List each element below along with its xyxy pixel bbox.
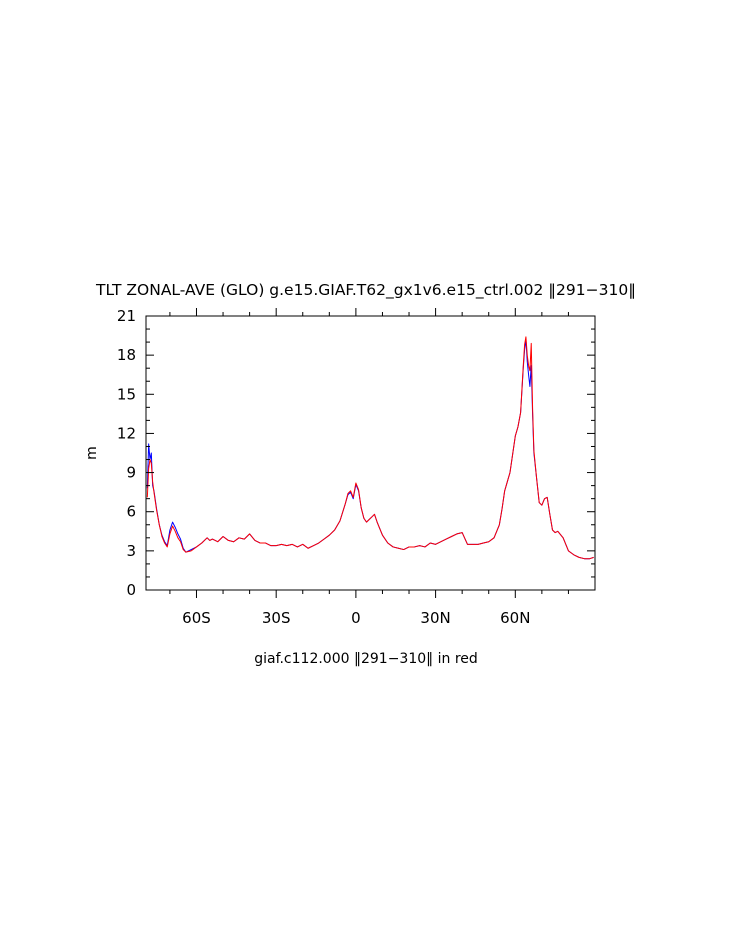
y-tick-label: 9: [126, 464, 136, 482]
y-tick-label: 0: [126, 581, 136, 599]
x-tick-label: 0: [351, 609, 361, 627]
y-tick-label: 3: [126, 542, 136, 560]
x-tick-label: 60S: [182, 609, 211, 627]
series-layer: [146, 336, 594, 560]
chart-title: TLT ZONAL-AVE (GLO) g.e15.GIAF.T62_gx1v6…: [95, 281, 636, 300]
series-line-2: [146, 336, 594, 560]
x-tick-label: 30S: [262, 609, 291, 627]
y-tick-label: 6: [126, 503, 136, 521]
y-tick-label: 21: [117, 307, 136, 325]
y-axis-label: m: [84, 446, 100, 460]
x-tick-label: 30N: [420, 609, 450, 627]
plot-frame: [145, 315, 596, 591]
tick-layer: 0 3 6 9 12 15 18 21 60S 30S 0 30N 60N: [117, 307, 595, 627]
y-tick-label: 18: [117, 346, 136, 364]
y-tick-label: 15: [117, 385, 136, 403]
series-line-1: [146, 338, 594, 560]
x-axis-label: giaf.c112.000 ‖291−310‖ in red: [254, 651, 478, 667]
x-tick-label: 60N: [500, 609, 530, 627]
y-tick-label: 12: [117, 424, 136, 442]
